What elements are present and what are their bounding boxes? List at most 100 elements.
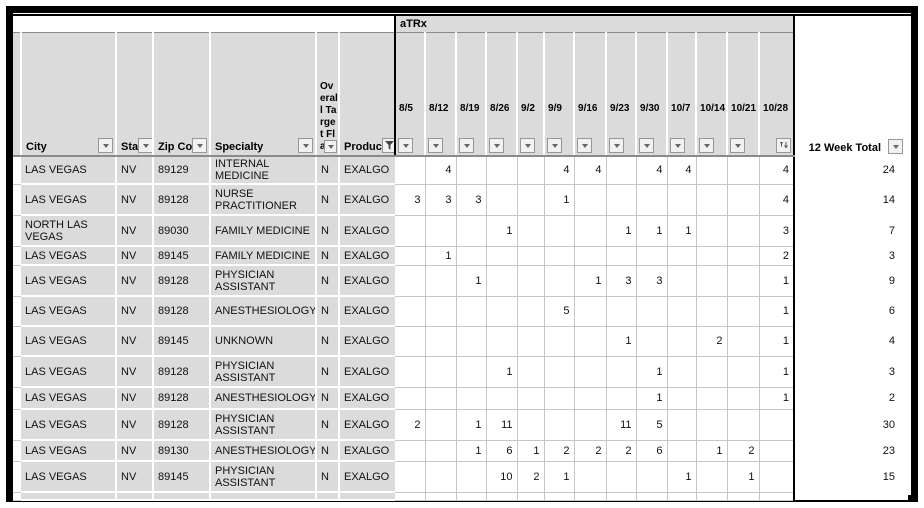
cell-zip[interactable]: 89128 [153, 356, 211, 388]
sort-descending-icon[interactable] [776, 138, 792, 153]
cell-week-10-28[interactable]: 3 [759, 215, 796, 247]
cell-12-week-total[interactable]: 23 [794, 440, 909, 461]
cell-week-10-7[interactable] [667, 409, 697, 441]
cell-week-9-30[interactable]: 4 [636, 156, 668, 185]
filter-dropdown-icon[interactable] [520, 138, 536, 153]
cell-week-8-19[interactable] [456, 156, 487, 185]
filter-dropdown-icon[interactable] [670, 138, 686, 153]
cell-city[interactable]: LAS VEGAS [21, 265, 117, 297]
cell-zip[interactable]: 89128 [153, 387, 211, 410]
cell-week-10-7[interactable] [667, 440, 697, 462]
column-header-state[interactable]: Sta [116, 32, 154, 157]
cell-week-10-28[interactable]: 1 [759, 265, 796, 297]
cell-week-9-23[interactable] [606, 184, 637, 216]
column-header-week-8-5[interactable]: 8/5 [394, 32, 427, 157]
cell-week-9-23[interactable] [606, 156, 637, 185]
cell-zip[interactable]: 89030 [153, 215, 211, 247]
cell-week-8-5[interactable] [395, 265, 426, 297]
cell-week-9-23[interactable] [606, 356, 637, 388]
cell-week-9-30[interactable] [636, 326, 668, 357]
cell-specialty[interactable]: PHYSICIAN ASSISTANT [210, 461, 317, 493]
cell-week-9-2[interactable] [517, 215, 545, 247]
cell-week-8-12[interactable] [425, 461, 457, 493]
cell-product[interactable]: EXALGO [339, 156, 396, 185]
cell-week-9-16[interactable] [574, 409, 607, 441]
cell-week-10-14[interactable] [696, 184, 728, 216]
cell-week-8-12[interactable] [425, 296, 457, 327]
cell-zip[interactable]: 89130 [153, 440, 211, 462]
column-header-week-8-19[interactable]: 8/19 [456, 32, 488, 157]
cell-week-8-12[interactable] [425, 409, 457, 441]
cell-12-week-total[interactable]: 3 [794, 246, 909, 265]
cell-week-8-12[interactable] [425, 356, 457, 388]
cell-week-10-21[interactable] [727, 409, 760, 441]
cell-week-8-12[interactable] [425, 440, 457, 462]
column-header-week-9-23[interactable]: 9/23 [606, 32, 638, 157]
cell-city[interactable]: LAS VEGAS [21, 326, 117, 357]
cell-week-10-7[interactable]: 4 [667, 156, 697, 185]
cell-week-8-5[interactable] [395, 326, 426, 357]
cell-product[interactable]: EXALGO [339, 356, 396, 388]
cell-week-10-14[interactable] [696, 215, 728, 247]
cell-week-9-2[interactable] [517, 156, 545, 185]
cell-week-9-30[interactable]: 1 [636, 387, 668, 410]
cell-zip[interactable]: 89145 [153, 461, 211, 493]
cell-week-8-19[interactable]: 1 [456, 409, 487, 441]
cell-week-8-19[interactable] [456, 326, 487, 357]
cell-week-9-9[interactable]: 1 [544, 461, 575, 493]
cell-product[interactable]: EXALGO [339, 326, 396, 357]
cell-week-9-2[interactable] [517, 356, 545, 388]
cell-week-9-9[interactable]: 1 [544, 184, 575, 216]
column-header-week-10-7[interactable]: 10/7 [667, 32, 698, 157]
cell-week-9-30[interactable] [636, 246, 668, 266]
column-header-week-8-12[interactable]: 8/12 [425, 32, 458, 157]
filter-dropdown-icon[interactable] [192, 138, 208, 153]
cell-week-9-2[interactable] [517, 296, 545, 327]
cell-week-10-7[interactable] [667, 296, 697, 327]
cell-week-9-23[interactable]: 3 [606, 265, 637, 297]
filter-dropdown-icon[interactable] [699, 138, 715, 153]
cell-overall-target-flag[interactable]: N [316, 215, 340, 247]
cell-week-10-28[interactable]: 1 [759, 356, 796, 388]
cell-week-8-19[interactable] [456, 246, 487, 266]
filter-dropdown-icon[interactable] [489, 138, 505, 153]
column-header-week-8-26[interactable]: 8/26 [486, 32, 519, 157]
cell-week-10-28[interactable] [759, 461, 796, 493]
cell-week-9-16[interactable] [574, 215, 607, 247]
cell-state[interactable]: NV [116, 215, 154, 247]
cell-state[interactable]: NV [116, 326, 154, 357]
cell-week-8-19[interactable] [456, 461, 487, 493]
cell-specialty[interactable]: ANESTHESIOLOGY [210, 440, 317, 462]
cell-week-9-23[interactable]: 2 [606, 440, 637, 462]
cell-state[interactable]: NV [116, 265, 154, 297]
cell-zip[interactable]: 89145 [153, 246, 211, 266]
cell-week-9-23[interactable] [606, 461, 637, 493]
filter-dropdown-icon[interactable] [609, 138, 625, 153]
cell-overall-target-flag[interactable]: N [316, 296, 340, 327]
cell-state[interactable]: NV [116, 461, 154, 493]
cell-week-9-2[interactable] [517, 184, 545, 216]
cell-week-10-7[interactable]: 1 [667, 215, 697, 247]
cell-week-8-5[interactable]: 3 [395, 184, 426, 216]
cell-product[interactable]: EXALGO [339, 265, 396, 297]
cell-city[interactable]: LAS VEGAS [21, 356, 117, 388]
cell-week-8-5[interactable] [395, 387, 426, 410]
cell-week-10-21[interactable] [727, 184, 760, 216]
cell-week-9-9[interactable] [544, 326, 575, 357]
cell-week-10-7[interactable]: 1 [667, 461, 697, 493]
cell-week-8-5[interactable] [395, 215, 426, 247]
cell-specialty[interactable]: FAMILY MEDICINE [210, 246, 317, 266]
cell-week-10-21[interactable] [727, 326, 760, 357]
cell-week-9-23[interactable] [606, 246, 637, 266]
cell-week-8-26[interactable] [486, 265, 518, 297]
cell-week-10-14[interactable] [696, 265, 728, 297]
cell-week-10-14[interactable] [696, 246, 728, 266]
cell-week-8-26[interactable] [486, 387, 518, 410]
cell-specialty[interactable]: PHYSICIAN ASSISTANT [210, 356, 317, 388]
cell-week-9-30[interactable]: 1 [636, 356, 668, 388]
cell-zip[interactable]: 89128 [153, 409, 211, 441]
filter-dropdown-icon[interactable] [547, 138, 563, 153]
cell-week-9-16[interactable]: 2 [574, 440, 607, 462]
filter-applied-icon[interactable] [381, 138, 396, 153]
cell-week-8-19[interactable]: 1 [456, 440, 487, 462]
